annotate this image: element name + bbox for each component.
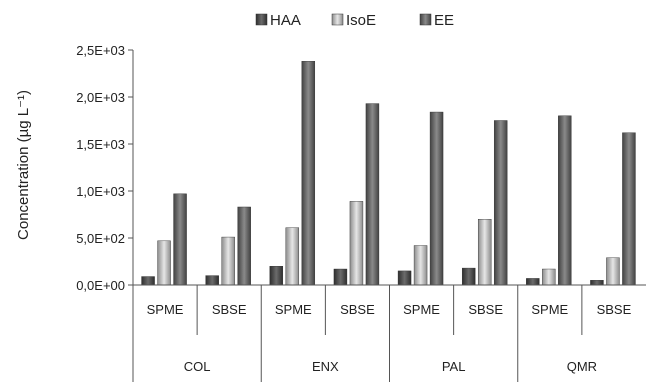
y-tick-label: 1,0E+03 (76, 184, 125, 199)
bar-isoe-pal-sbse (477, 218, 492, 286)
bar-isoe-col-sbse (221, 236, 235, 286)
legend-label-haa: HAA (270, 12, 301, 29)
x-group-label-col: COL (184, 359, 211, 374)
y-tick-label: 2,5E+03 (76, 43, 125, 58)
x-group-label-qmr: QMR (567, 359, 597, 374)
bar-haa-qmr-spme (526, 278, 540, 286)
bar-ee-pal-sbse (493, 120, 508, 286)
x-group-label-enx: ENX (312, 359, 339, 374)
x-category-label: SBSE (468, 302, 503, 317)
x-axis: SPME SBSE SPME SBSE SPME SBSE SPME SBSE COL ENX PA… (132, 284, 646, 382)
bar-ee-enx-spme (301, 61, 316, 286)
legend-swatch-ee (419, 13, 432, 26)
bar-haa-pal-spme (397, 270, 412, 286)
x-category-label: SPME (403, 302, 440, 317)
y-tick-label: 5,0E+02 (76, 231, 125, 246)
y-axis: 0,0E+00 5,0E+02 1,0E+03 1,5E+03 2,0E+03 2,5E+… (76, 43, 134, 293)
bars (141, 61, 636, 286)
x-group-label-pal: PAL (442, 359, 466, 374)
bar-haa-enx-spme (269, 266, 284, 286)
bar-ee-enx-sbse (365, 103, 380, 286)
bar-isoe-enx-sbse (349, 201, 364, 286)
bar-isoe-pal-spme (413, 245, 428, 286)
bar-isoe-col-spme (157, 240, 171, 286)
bar-ee-pal-spme (429, 111, 444, 286)
chart-legend: HAA IsoE EE (255, 12, 454, 29)
bar-haa-qmr-sbse (590, 280, 604, 286)
x-category-label: SPME (275, 302, 312, 317)
bar-ee-col-spme (173, 193, 187, 286)
bar-haa-enx-sbse (333, 268, 348, 286)
legend-swatch-haa (255, 13, 268, 26)
bar-haa-pal-sbse (461, 267, 476, 286)
x-category-label: SBSE (212, 302, 247, 317)
bar-isoe-qmr-sbse (606, 257, 620, 286)
bar-haa-col-spme (141, 276, 155, 286)
y-tick-label: 1,5E+03 (76, 137, 125, 152)
x-category-label: SBSE (340, 302, 375, 317)
y-tick-label: 0,0E+00 (76, 278, 125, 293)
legend-swatch-isoe (331, 13, 344, 26)
x-category-label: SBSE (597, 302, 632, 317)
bar-ee-qmr-sbse (622, 132, 636, 286)
bar-isoe-qmr-spme (542, 268, 556, 286)
bar-ee-qmr-spme (558, 115, 572, 286)
x-category-label: SPME (147, 302, 184, 317)
legend-label-isoe: IsoE (346, 12, 376, 29)
x-category-label: SPME (531, 302, 568, 317)
bar-ee-col-sbse (237, 206, 251, 286)
bar-haa-col-sbse (205, 275, 219, 286)
bar-isoe-enx-spme (285, 227, 300, 286)
y-tick-label: 2,0E+03 (76, 90, 125, 105)
legend-label-ee: EE (434, 12, 454, 29)
y-axis-title: Concentration (µg L⁻¹) (15, 90, 32, 240)
